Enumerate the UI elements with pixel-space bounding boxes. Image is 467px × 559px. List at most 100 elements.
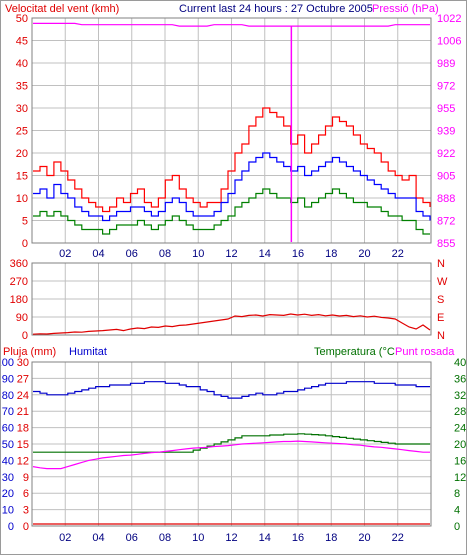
pressure-axis: 1022 1006 989 972 955 939 922 905 888 872 855 [437, 13, 461, 250]
x-tick-label: 16 [292, 532, 304, 544]
temperature-tick-label: 36 [454, 373, 466, 385]
pressure-tick-label: 972 [437, 81, 455, 93]
wind-max-line [33, 152, 431, 222]
pressure-tick-label: 922 [437, 148, 455, 160]
temperature-tick-label: 16 [454, 455, 466, 467]
chart-header: Current last 24 hours : 27 Octubre 2005 [179, 3, 373, 15]
pressure-tick-label: 1022 [437, 13, 461, 25]
rain-tick-label: 6 [23, 488, 29, 500]
humidity-tick-label: 40 [2, 455, 14, 467]
direction-compass-tick: E [437, 312, 444, 324]
wind-gust-line [33, 107, 431, 213]
x-tick-label: 14 [259, 248, 271, 260]
wind-tick-label: 40 [16, 58, 28, 70]
pressure-tick-label: 855 [437, 238, 455, 250]
dewpoint-line [32, 440, 430, 470]
rain-tick-label: 3 [23, 505, 29, 517]
pressure-tick-label: 939 [437, 126, 455, 138]
x-tick-label: 04 [92, 532, 104, 544]
temperature-panel-frame [31, 361, 432, 527]
pressure-tick-label: 1006 [437, 36, 461, 48]
x-tick-label: 04 [92, 248, 104, 260]
direction-compass-tick: N [437, 330, 445, 342]
wind-tick-label: 0 [22, 238, 28, 250]
wind-tick-label: 45 [16, 36, 28, 48]
rain-tick-label: 21 [17, 406, 29, 418]
direction-compass-tick: W [437, 276, 448, 288]
humidity-axis-title: Humitat [69, 346, 107, 358]
x-tick-label: 08 [159, 532, 171, 544]
temperature-tick-label: 40 [454, 357, 466, 369]
rain-tick-label: 18 [17, 423, 29, 435]
humidity-tick-label: 100 [1, 357, 14, 369]
direction-degree-tick: 360 [10, 258, 28, 270]
rain-tick-label: 30 [17, 357, 29, 369]
x-tick-label: 20 [358, 532, 370, 544]
x-tick-label: 14 [259, 532, 271, 544]
temperature-hour-axis: 02 04 06 08 10 12 14 16 18 20 22 [59, 532, 404, 544]
x-tick-label: 06 [126, 532, 138, 544]
pressure-tick-label: 955 [437, 103, 455, 115]
temperature-tick-label: 28 [454, 406, 466, 418]
rain-tick-label: 27 [17, 373, 29, 385]
humidity-tick-label: 60 [2, 423, 14, 435]
humidity-tick-label: 10 [2, 505, 14, 517]
wind-tick-label: 50 [16, 13, 28, 25]
humidity-tick-label: 90 [2, 373, 14, 385]
x-tick-label: 12 [225, 248, 237, 260]
humidity-axis: 1009080706050403020100 [0, 357, 14, 533]
direction-degree-tick: 270 [10, 276, 28, 288]
pressure-tick-label: 888 [437, 193, 455, 205]
rain-tick-label: 24 [17, 390, 29, 402]
temperature-panel-grid [32, 362, 431, 526]
direction-degree-tick: 0 [22, 330, 28, 342]
wind-axis-title: Velocitat del vent (kmh) [5, 3, 119, 15]
temperature-series [32, 381, 430, 525]
direction-compass-tick: N [437, 258, 445, 270]
pressure-axis-title: Pressió (hPa) [372, 3, 439, 15]
wind-panel-frame [31, 17, 432, 244]
x-tick-label: 12 [225, 532, 237, 544]
temperature-line [33, 433, 430, 453]
wind-tick-label: 30 [16, 103, 28, 115]
pressure-tick-label: 905 [437, 171, 455, 183]
rain-axis-title: Pluja (mm) [3, 346, 56, 358]
direction-degree-tick: 90 [16, 312, 28, 324]
direction-line [32, 313, 431, 335]
wind-tick-label: 20 [16, 148, 28, 160]
x-tick-label: 20 [358, 248, 370, 260]
x-tick-label: 10 [192, 532, 204, 544]
rain-tick-label: 0 [23, 521, 29, 533]
direction-degree-axis: 360 270 180 90 0 [10, 258, 28, 342]
direction-panel-frame [31, 262, 432, 336]
x-tick-label: 22 [392, 532, 404, 544]
x-tick-label: 22 [392, 248, 404, 260]
rain-tick-label: 9 [23, 472, 29, 484]
x-tick-label: 02 [59, 532, 71, 544]
x-tick-label: 18 [325, 532, 337, 544]
wind-tick-label: 10 [16, 193, 28, 205]
wind-hour-axis: 02 04 06 08 10 12 14 16 18 20 22 [59, 248, 404, 260]
x-tick-label: 08 [159, 248, 171, 260]
x-tick-label: 16 [292, 248, 304, 260]
wind-tick-label: 25 [16, 126, 28, 138]
pressure-tick-label: 872 [437, 216, 455, 228]
pressure-tick-label: 989 [437, 58, 455, 70]
wind-series [33, 22, 431, 242]
temperature-tick-label: 8 [454, 488, 460, 500]
humidity-tick-label: 70 [2, 406, 14, 418]
pressure-line [33, 22, 430, 27]
direction-degree-tick: 180 [10, 294, 28, 306]
temperature-tick-label: 12 [454, 472, 466, 484]
temperature-tick-label: 4 [454, 505, 460, 517]
humidity-tick-label: 50 [2, 439, 14, 451]
x-tick-label: 10 [192, 248, 204, 260]
humidity-tick-label: 20 [2, 488, 14, 500]
temperature-tick-label: 24 [454, 423, 466, 435]
temperature-tick-label: 32 [454, 390, 466, 402]
x-tick-label: 06 [126, 248, 138, 260]
